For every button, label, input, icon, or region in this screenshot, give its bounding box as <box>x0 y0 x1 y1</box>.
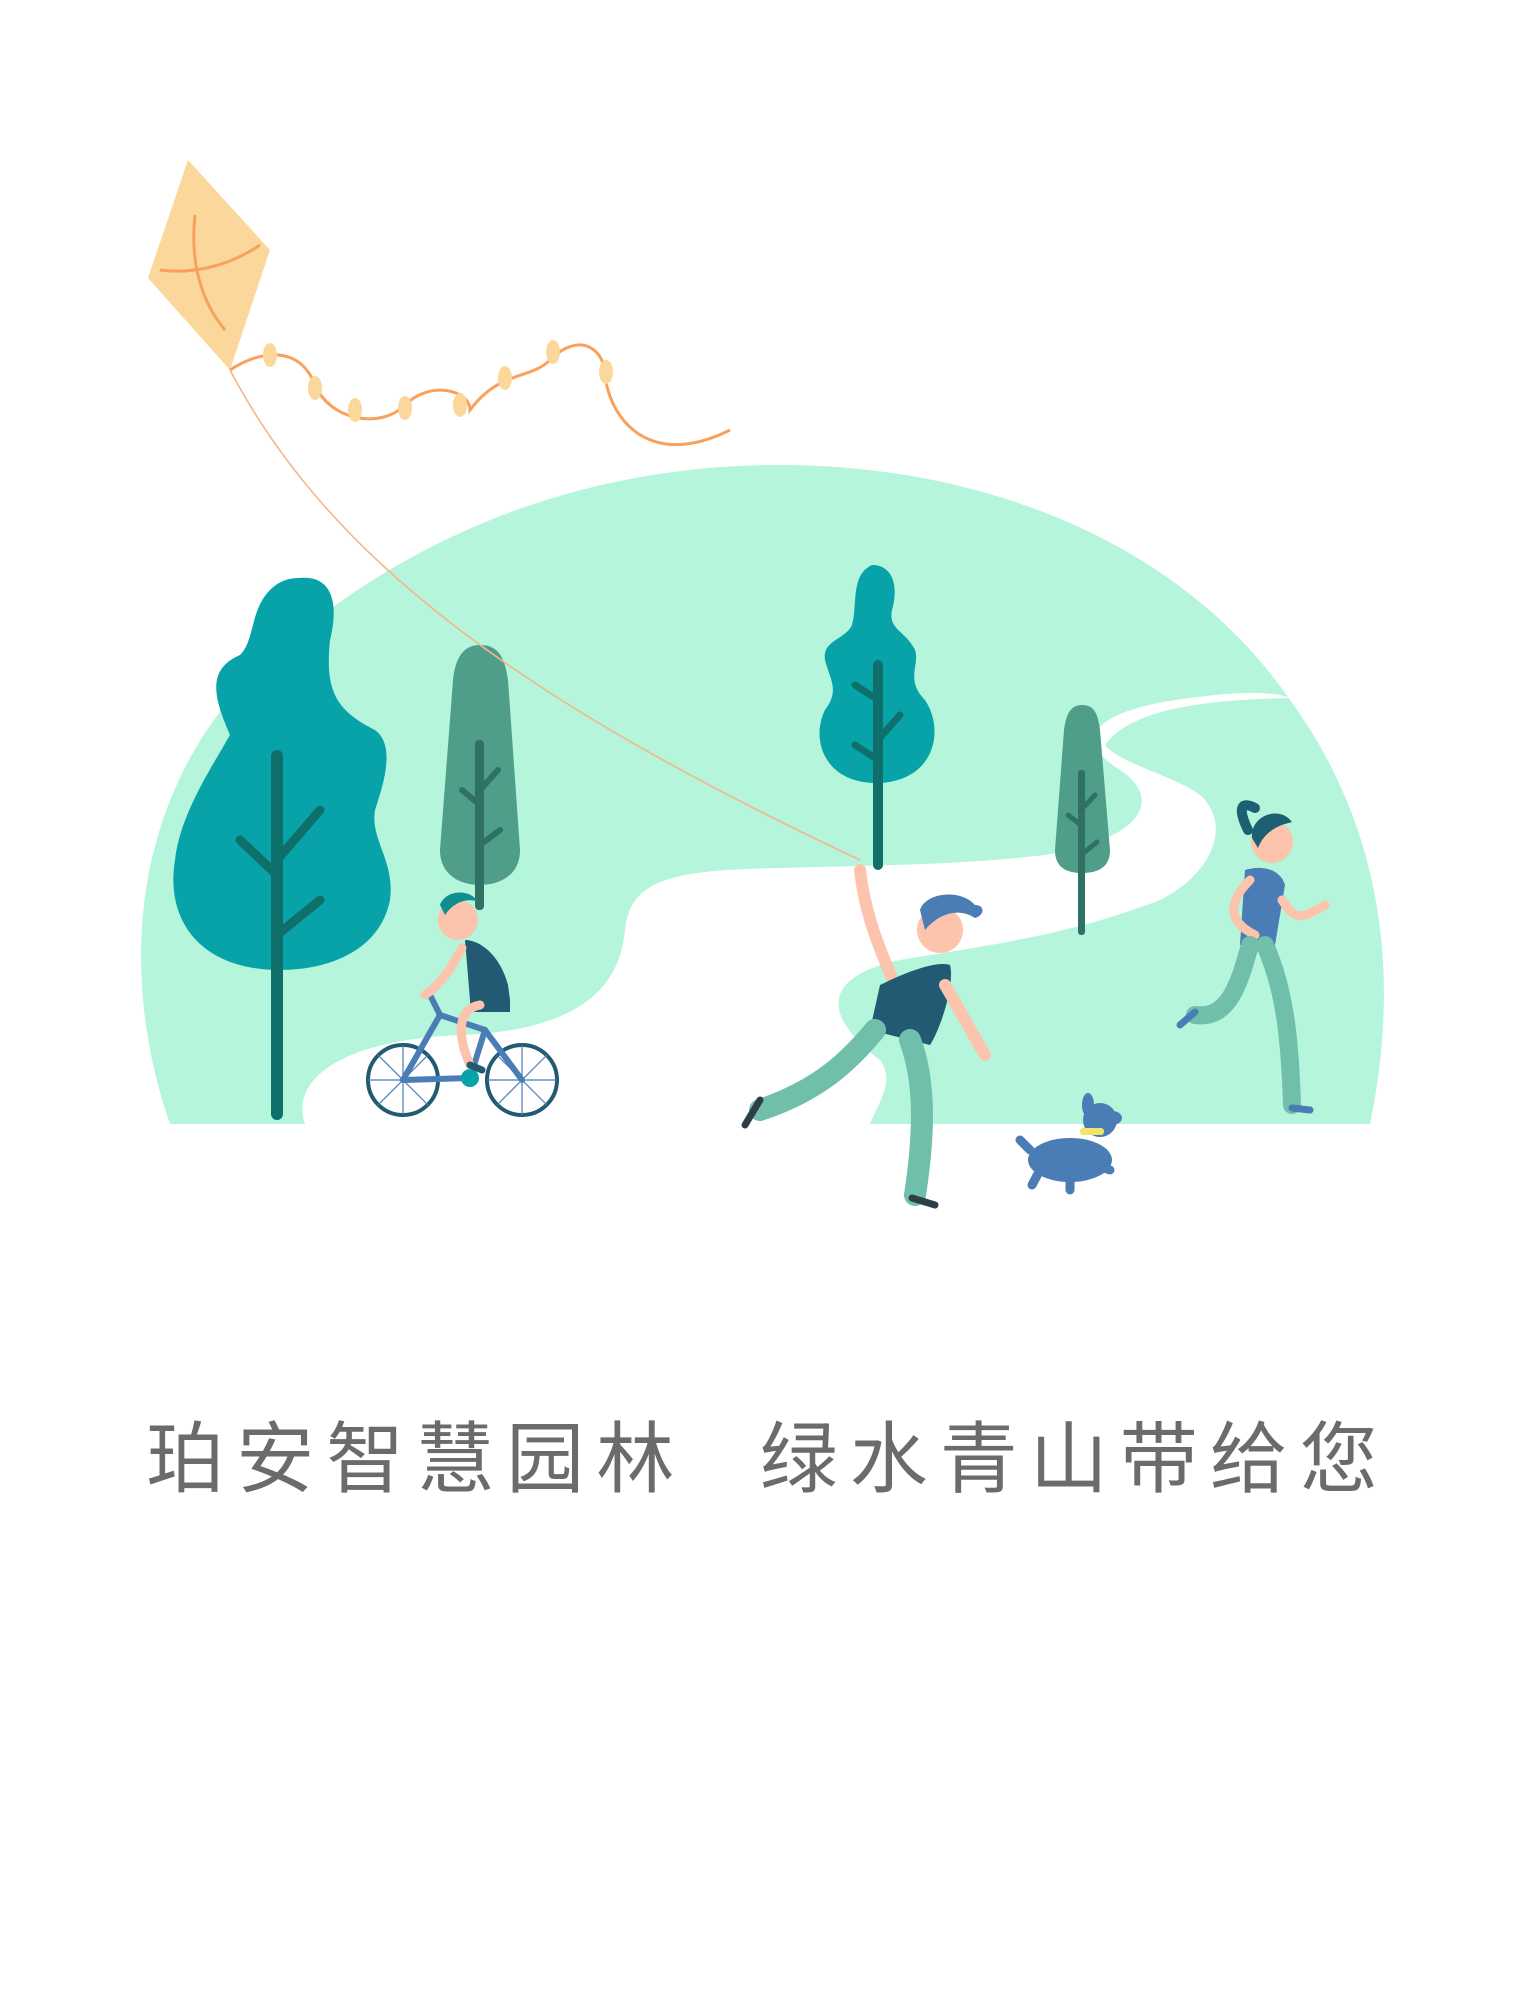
runner-icon <box>741 864 991 1209</box>
winding-path <box>302 692 1290 1124</box>
tree-icon <box>440 645 520 910</box>
tree-icon <box>1055 705 1110 935</box>
cyclist-icon <box>366 892 559 1117</box>
kite-icon <box>148 160 861 861</box>
splash-slogan: 珀安智慧园林 绿水青山带给您 <box>146 1415 1390 1505</box>
park-illustration <box>141 160 1384 1209</box>
dog-icon <box>1015 1093 1122 1195</box>
tree-icon <box>819 565 935 870</box>
tree-icon <box>173 577 391 1120</box>
runner-icon <box>1176 800 1330 1114</box>
